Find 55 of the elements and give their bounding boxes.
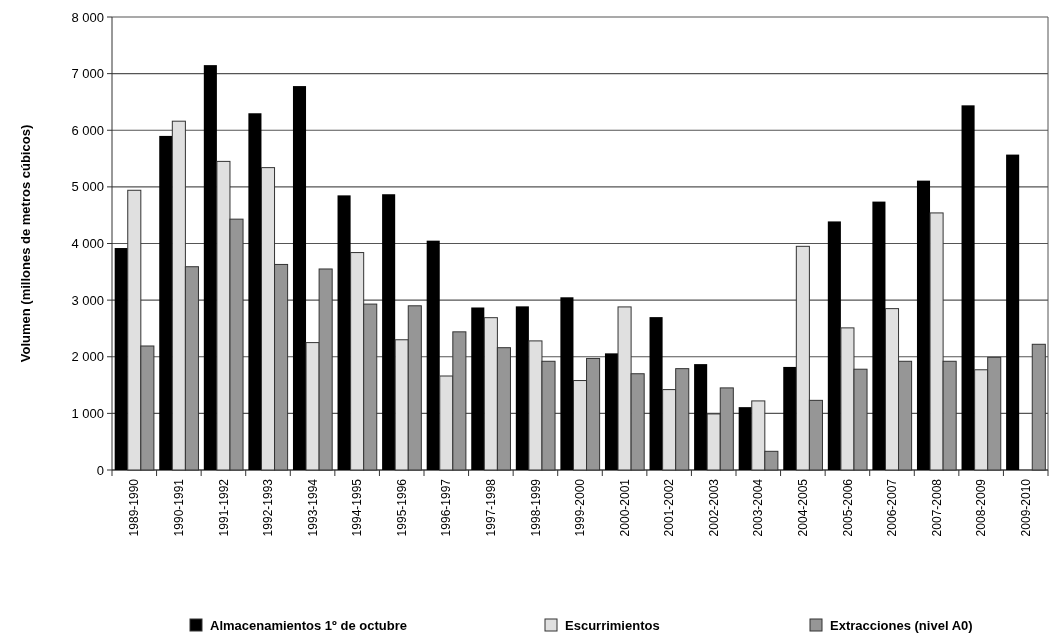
y-tick-label: 7 000 bbox=[71, 66, 104, 82]
legend-label: Escurrimientos bbox=[565, 617, 660, 633]
bar bbox=[114, 248, 128, 470]
bar bbox=[471, 307, 485, 470]
x-tick-label: 2005-2006 bbox=[840, 478, 855, 537]
bar bbox=[649, 317, 663, 470]
legend-label: Extracciones (nivel A0) bbox=[830, 617, 973, 633]
x-tick-label: 2007-2008 bbox=[929, 478, 944, 537]
x-tick-label: 1991-1992 bbox=[216, 478, 231, 537]
y-tick-label: 8 000 bbox=[71, 9, 104, 25]
x-tick-label: 2003-2004 bbox=[751, 478, 766, 537]
bar bbox=[694, 364, 708, 470]
x-tick-label: 2004-2005 bbox=[796, 478, 811, 537]
bar bbox=[783, 366, 797, 470]
x-tick-label: 2006-2007 bbox=[885, 478, 900, 537]
x-tick-label: 2008-2009 bbox=[974, 478, 989, 537]
x-tick-label: 1989-1990 bbox=[127, 478, 142, 537]
y-axis-title: Volumen (millones de metros cúbicos) bbox=[18, 124, 33, 363]
bar bbox=[159, 135, 173, 470]
y-tick-label: 2 000 bbox=[71, 349, 104, 365]
x-tick-label: 2000-2001 bbox=[617, 478, 632, 537]
bar bbox=[916, 180, 931, 470]
y-tick-label: 1 000 bbox=[71, 405, 104, 421]
x-tick-label: 2002-2003 bbox=[706, 478, 721, 537]
bar bbox=[560, 297, 574, 470]
bar bbox=[738, 407, 752, 470]
bar bbox=[248, 113, 262, 470]
bar bbox=[827, 221, 841, 470]
x-tick-label: 2009-2010 bbox=[1018, 478, 1033, 537]
bar bbox=[337, 195, 351, 470]
bar bbox=[872, 201, 886, 470]
bar bbox=[382, 194, 396, 470]
x-tick-label: 1997-1998 bbox=[484, 478, 499, 537]
x-tick-label: 1993-1994 bbox=[305, 478, 320, 537]
x-tick-label: 1999-2000 bbox=[573, 478, 588, 537]
x-tick-label: 1992-1993 bbox=[261, 478, 276, 537]
x-tick-label: 1994-1995 bbox=[350, 478, 365, 537]
y-tick-label: 5 000 bbox=[71, 179, 104, 195]
x-tick-label: 1990-1991 bbox=[172, 478, 187, 537]
bar bbox=[515, 306, 529, 470]
legend-label: Almacenamientos 1º de octubre bbox=[210, 617, 407, 633]
y-tick-label: 4 000 bbox=[71, 236, 104, 252]
x-tick-label: 2001-2002 bbox=[662, 478, 677, 537]
x-tick-label: 1995-1996 bbox=[394, 478, 409, 537]
bar bbox=[604, 353, 619, 470]
bar bbox=[292, 86, 307, 470]
y-tick-label: 3 000 bbox=[71, 292, 104, 308]
bar bbox=[961, 105, 975, 470]
bar bbox=[203, 65, 217, 470]
bar bbox=[1006, 154, 1020, 470]
bar bbox=[426, 240, 440, 470]
x-tick-label: 1998-1999 bbox=[528, 478, 543, 537]
x-tick-label: 1996-1997 bbox=[439, 478, 454, 537]
y-tick-label: 6 000 bbox=[71, 122, 104, 138]
y-tick-label: 0 bbox=[96, 462, 104, 478]
